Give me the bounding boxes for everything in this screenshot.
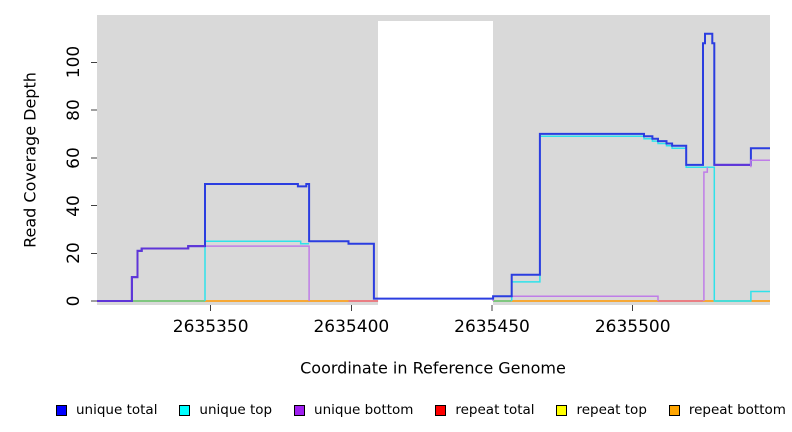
legend-item-unique-total: unique total	[56, 402, 157, 418]
y-tick-label: 0	[64, 295, 84, 307]
legend-label: unique total	[76, 402, 158, 418]
legend-label: unique bottom	[314, 402, 414, 418]
legend-swatch-icon	[668, 404, 680, 416]
x-axis-label: Coordinate in Reference Genome	[300, 358, 566, 378]
legend-item-repeat-total: repeat total	[435, 402, 535, 418]
legend-swatch-icon	[294, 404, 306, 416]
x-tick-label: 2635350	[172, 317, 249, 337]
legend-item-unique-bottom: unique bottom	[294, 402, 413, 418]
legend: unique total unique top unique bottom repea…	[56, 402, 786, 418]
x-tick-label: 2635500	[594, 317, 671, 337]
legend-label: unique top	[199, 402, 273, 418]
legend-swatch-icon	[556, 404, 568, 416]
legend-swatch-icon	[179, 404, 191, 416]
legend-item-repeat-top: repeat top	[556, 402, 647, 418]
legend-label: repeat top	[576, 402, 647, 418]
legend-item-unique-top: unique top	[179, 402, 272, 418]
x-tick-label: 2635450	[454, 317, 530, 337]
y-axis-label: Read Coverage Depth	[20, 72, 40, 248]
y-tick-label: 60	[64, 146, 84, 169]
coverage-line-unique-bottom-left	[205, 245, 310, 301]
x-tick-label: 2635400	[313, 317, 390, 337]
legend-swatch-icon	[435, 404, 447, 416]
legend-label: repeat bottom	[688, 402, 786, 418]
legend-item-repeat-bottom: repeat bottom	[668, 402, 786, 418]
coverage-line-unique-bottom-spike	[703, 167, 709, 301]
coverage-line-unique-bottom-right	[750, 159, 770, 168]
y-tick-label: 20	[64, 242, 84, 265]
coverage-line-blue-purple-overlap-rise	[97, 245, 205, 302]
coverage-line-unique-top-left	[204, 240, 310, 301]
legend-swatch-icon	[56, 404, 67, 416]
y-tick-label: 80	[64, 99, 84, 121]
y-tick-label: 100	[64, 46, 84, 79]
masked-gap-region	[378, 21, 494, 305]
y-tick-label: 40	[64, 194, 84, 217]
legend-label: repeat total	[455, 402, 535, 418]
